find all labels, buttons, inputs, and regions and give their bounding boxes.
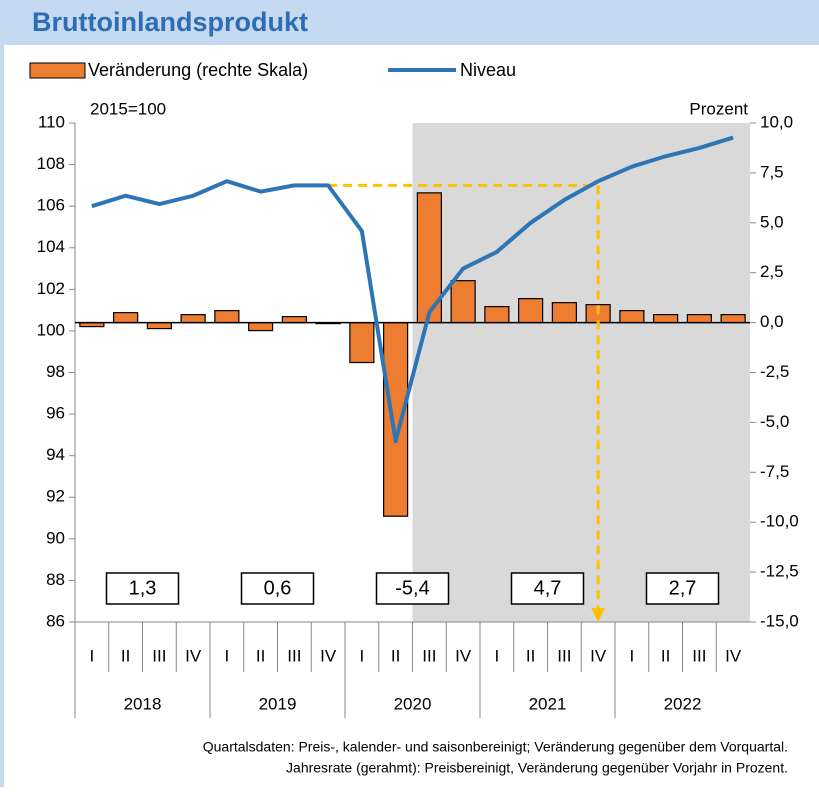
y2-tick-label: 5,0: [760, 212, 784, 231]
annual-rate-label: -5,4: [395, 577, 429, 599]
x-tick-label: II: [526, 646, 535, 665]
y2-tick-label: -15,0: [760, 611, 799, 630]
footnote: Jahresrate (gerahmt): Preisbereinigt, Ve…: [286, 760, 788, 776]
y-tick-label: 104: [37, 237, 65, 256]
x-tick-label: IV: [725, 646, 742, 665]
y2-tick-label: 2,5: [760, 262, 784, 281]
x-tick-label: IV: [455, 646, 472, 665]
bar: [551, 302, 577, 324]
y2-tick-label: -7,5: [760, 462, 789, 481]
y-tick-label: 96: [46, 404, 65, 423]
y2-tick-label: -10,0: [760, 512, 799, 531]
x-tick-label: I: [495, 646, 500, 665]
y-tick-label: 98: [46, 362, 65, 381]
annual-rate-label: 0,6: [264, 577, 292, 599]
x-tick-label: II: [661, 646, 670, 665]
annual-rate-box: [510, 572, 585, 605]
bar: [619, 310, 645, 324]
y-tick-label: 94: [46, 445, 65, 464]
bar: [720, 314, 746, 324]
annual-rate-box: [645, 572, 720, 605]
shaded-region: [412, 123, 750, 622]
y-tick-label: 88: [46, 570, 65, 589]
y-tick-label: 110: [38, 112, 65, 131]
y-tick-label: 100: [37, 320, 65, 339]
bar: [450, 280, 476, 324]
y-tick-label: 92: [46, 487, 65, 506]
annual-rate-box: [375, 572, 450, 605]
y2-tick-label: 7,5: [760, 162, 784, 181]
y-tick-label: 108: [37, 154, 65, 173]
annual-rate-label: 1,3: [129, 577, 157, 599]
footnote: Quartalsdaten: Preis-, kalender- und sai…: [203, 739, 788, 755]
y-tick-label: 102: [37, 279, 65, 298]
x-tick-label: III: [557, 646, 571, 665]
bar: [484, 306, 510, 324]
year-label: 2022: [664, 694, 702, 713]
bar: [349, 322, 375, 364]
x-tick-label: IV: [185, 646, 202, 665]
x-tick-label: I: [225, 646, 230, 665]
x-tick-label: IV: [320, 646, 337, 665]
title-bar: [0, 0, 819, 45]
y2-tick-label: -12,5: [760, 562, 799, 581]
y2-tick-label: 0,0: [760, 312, 784, 331]
chart-title: Bruttoinlandsprodukt: [32, 7, 308, 37]
y2-tick-label: -5,0: [760, 412, 789, 431]
bar: [281, 316, 307, 324]
y-axis-label: 2015=100: [90, 99, 166, 118]
x-tick-label: II: [256, 646, 265, 665]
bar: [248, 322, 274, 332]
bar: [383, 322, 409, 517]
x-tick-label: I: [630, 646, 635, 665]
y2-tick-label: -2,5: [760, 362, 789, 381]
year-label: 2019: [259, 694, 297, 713]
annual-rate-box: [240, 572, 315, 605]
y2-tick-label: 10,0: [760, 112, 793, 131]
year-label: 2020: [394, 694, 432, 713]
x-tick-label: III: [692, 646, 706, 665]
line: [91, 135, 734, 444]
x-tick-label: III: [287, 646, 301, 665]
bar: [686, 314, 712, 324]
bar: [653, 314, 679, 324]
reference-arrow-head: [591, 608, 606, 622]
y2-axis-label: Prozent: [689, 99, 748, 118]
legend-swatch-bar: [29, 62, 86, 79]
year-label: 2018: [124, 694, 162, 713]
annual-rate-label: 4,7: [534, 577, 562, 599]
x-tick-label: III: [422, 646, 436, 665]
x-tick-label: II: [121, 646, 130, 665]
legend-label: Veränderung (rechte Skala): [88, 60, 308, 80]
side-bar: [0, 45, 4, 787]
year-label: 2021: [529, 694, 567, 713]
bar: [146, 322, 172, 330]
x-tick-label: I: [90, 646, 95, 665]
bar: [180, 314, 206, 324]
y-tick-label: 86: [46, 611, 65, 630]
reference-arrow-line: [328, 183, 600, 614]
x-tick-label: I: [360, 646, 365, 665]
annual-rate-label: 2,7: [669, 577, 697, 599]
annual-rate-box: [105, 572, 180, 605]
x-tick-label: IV: [590, 646, 607, 665]
y-tick-label: 90: [46, 528, 65, 547]
x-tick-label: III: [152, 646, 166, 665]
bar: [214, 310, 240, 324]
x-tick-label: II: [391, 646, 400, 665]
legend-label: Niveau: [460, 60, 516, 80]
bar: [113, 312, 139, 324]
y-tick-label: 106: [37, 196, 65, 215]
bar: [518, 298, 544, 324]
